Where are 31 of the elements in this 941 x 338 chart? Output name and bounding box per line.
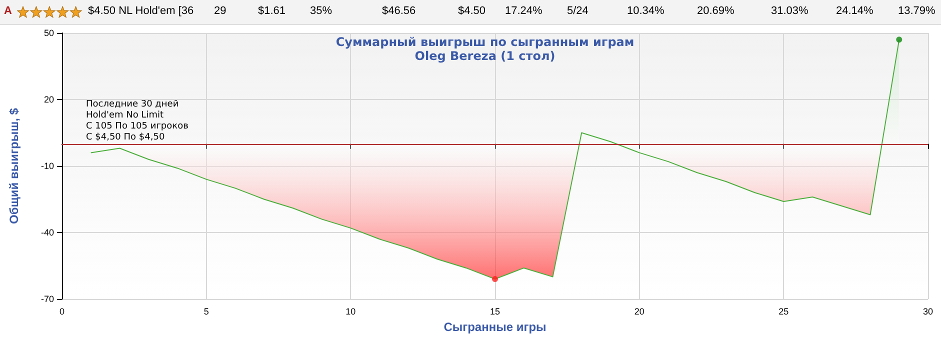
chart-title: Суммарный выигрыш по сыгранным играм [336,35,634,49]
text: Oleg Bereza (1 стол) [414,49,556,63]
x-tick-label: 10 [346,306,356,316]
annotation: Последние 30 дней Hold'em No Limit С 105 По 105 игроков С $4,50 По $4,50 [86,100,188,142]
x-tick-label: 15 [490,306,500,316]
text: 24.14% [836,5,874,17]
text: 13.79% [898,5,936,17]
x-tick-label: 25 [778,306,789,316]
text: $46.56 [382,5,416,17]
y-tick-label: -70 [40,294,54,304]
text: 31.03% [771,5,808,17]
text: $4.50 [458,5,486,17]
y-tick-label: -40 [40,228,54,238]
y-tick-label: 20 [44,94,54,104]
x-tick-label: 30 [922,306,934,316]
x-tick-label: 5 [204,306,209,316]
text: $1.61 [258,5,286,17]
x-tick-label: 20 [634,306,644,316]
text: 5/24 [567,5,588,17]
text: 20.69% [697,5,734,17]
y-tick-label: 50 [44,28,54,38]
text: $4.50 NL Hold'em [36 [88,5,194,17]
text: 29 [214,5,226,17]
x-axis-title: Сыгранные игры [444,320,546,334]
y-tick-label: -10 [40,161,54,171]
x-tick-label: 0 [59,306,65,316]
text: 35% [310,5,332,17]
text: 10.34% [627,5,664,17]
y-axis-title: Общий выигрыш, $ [7,108,21,224]
text: A [4,5,12,17]
text: 17.24% [505,5,542,17]
